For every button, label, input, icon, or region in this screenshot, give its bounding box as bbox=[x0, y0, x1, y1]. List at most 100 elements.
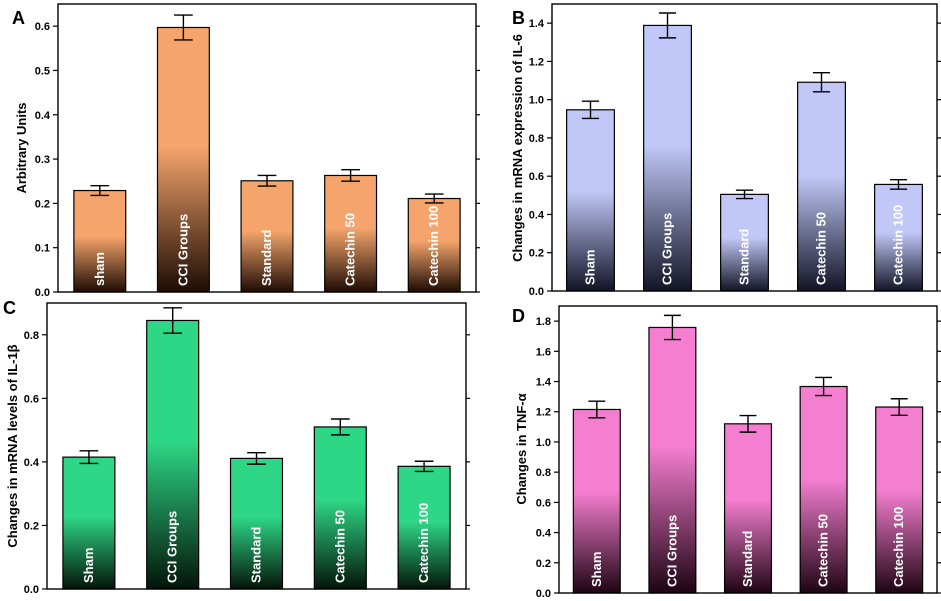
y-tick-label: 0.0 bbox=[24, 584, 39, 596]
bar-category-label: Standard bbox=[259, 230, 274, 286]
plot-frame bbox=[46, 302, 467, 590]
y-tick-label: 1.4 bbox=[536, 377, 552, 389]
y-tick-label: 0.2 bbox=[24, 520, 39, 532]
bar-category-label: Catechin 100 bbox=[416, 503, 431, 583]
bar-2 bbox=[648, 326, 697, 594]
y-tick-label: 0.3 bbox=[35, 154, 50, 166]
plot-frame bbox=[551, 3, 938, 292]
bar-3 bbox=[720, 193, 769, 292]
error-bar-2 bbox=[163, 307, 183, 334]
bar-category-label: CCI Groups bbox=[165, 511, 180, 583]
y-tick-label: 1.2 bbox=[536, 407, 551, 419]
y-tick-label: 0.6 bbox=[536, 497, 551, 509]
y-tick-label: 1.0 bbox=[536, 437, 551, 449]
bar-3 bbox=[240, 180, 294, 293]
y-tick-label: 0.0 bbox=[536, 588, 551, 600]
y-axis-title: Changes in TNF-α bbox=[514, 393, 529, 504]
y-tick-label: 0.4 bbox=[529, 209, 545, 221]
bar-1 bbox=[73, 189, 127, 293]
bar-5 bbox=[397, 465, 451, 590]
chart-panel-b: B Changes in mRNA expression of IL-6 Sham C… bbox=[510, 3, 941, 298]
bar-category-label: Standard bbox=[740, 531, 755, 587]
panel-letter: B bbox=[512, 8, 525, 28]
bar-2 bbox=[146, 319, 200, 590]
y-tick-label: 0.0 bbox=[35, 287, 50, 299]
y-tick-label: 0.4 bbox=[24, 457, 40, 469]
y-tick-label: 0.8 bbox=[529, 133, 544, 145]
bar-category-label: Catechin 50 bbox=[343, 213, 358, 286]
chart-panel-d: D Changes in TNF-α Sham CCI Groups Standard C… bbox=[512, 305, 941, 600]
plot-frame bbox=[558, 305, 938, 594]
error-bar-5 bbox=[890, 398, 908, 417]
y-tick-label: 0.4 bbox=[536, 528, 552, 540]
y-tick-label: 0.8 bbox=[24, 330, 39, 342]
error-bar-2 bbox=[663, 314, 681, 341]
bar-category-label: Catechin 50 bbox=[332, 510, 347, 583]
y-tick-label: 1.0 bbox=[529, 95, 544, 107]
bar-category-label: Sham bbox=[81, 548, 96, 583]
bar-category-label: Catechin 50 bbox=[814, 212, 829, 285]
y-tick-label: 0.6 bbox=[529, 171, 544, 183]
y-tick-label: 0.4 bbox=[35, 110, 51, 122]
error-bar-5 bbox=[889, 178, 908, 190]
error-bar-2 bbox=[174, 14, 193, 41]
bar-3 bbox=[723, 423, 773, 594]
error-bar-4 bbox=[815, 376, 833, 397]
y-tick-label: 0.2 bbox=[35, 198, 50, 210]
y-tick-label: 0.8 bbox=[536, 467, 551, 479]
plot-frame bbox=[57, 3, 477, 293]
y-tick-label: 0.2 bbox=[529, 248, 544, 260]
y-tick-label: 0.0 bbox=[529, 286, 544, 298]
bar-category-label: Catechin 100 bbox=[426, 206, 441, 286]
bar-category-label: Sham bbox=[583, 250, 598, 285]
bar-category-label: Catechin 100 bbox=[891, 205, 906, 285]
y-axis-title: Changes in mRNA expression of IL-6 bbox=[510, 34, 525, 262]
y-tick-label: 0.6 bbox=[24, 393, 39, 405]
y-axis-title: Changes in mRNA levels of IL-1β bbox=[5, 344, 20, 547]
error-bar-5 bbox=[414, 460, 434, 473]
panel-letter: C bbox=[3, 298, 16, 318]
panel-letter: A bbox=[12, 8, 25, 28]
bar-4 bbox=[797, 81, 846, 292]
bar-4 bbox=[313, 426, 367, 590]
error-bar-1 bbox=[588, 400, 606, 419]
bar-2 bbox=[643, 24, 692, 292]
y-tick-label: 0.1 bbox=[35, 243, 50, 255]
bar-1 bbox=[62, 456, 116, 590]
panel-letter: D bbox=[512, 306, 525, 326]
error-bar-4 bbox=[330, 418, 350, 436]
error-bar-4 bbox=[341, 169, 360, 182]
bar-category-label: CCI Groups bbox=[664, 515, 679, 587]
error-bar-5 bbox=[424, 193, 444, 204]
y-tick-label: 1.6 bbox=[536, 346, 551, 358]
error-bar-3 bbox=[247, 451, 266, 465]
error-bar-4 bbox=[812, 71, 831, 93]
error-bar-2 bbox=[658, 12, 677, 39]
y-tick-label: 1.8 bbox=[536, 316, 551, 328]
y-tick-label: 0.6 bbox=[35, 21, 50, 33]
bar-category-label: Catechin 50 bbox=[816, 514, 831, 587]
chart-panel-a: A Arbitrary Units sham CCI Groups Standard Ca… bbox=[12, 3, 480, 299]
bar-category-label: Standard bbox=[249, 527, 264, 583]
error-bar-3 bbox=[735, 189, 754, 200]
bar-category-label: Sham bbox=[589, 552, 604, 587]
bar-category-label: CCI Groups bbox=[660, 213, 675, 285]
y-tick-label: 0.2 bbox=[536, 558, 551, 570]
bar-category-label: sham bbox=[92, 252, 107, 286]
chart-panel-c: C Changes in mRNA levels of IL-1β Sham CCI … bbox=[3, 298, 470, 596]
error-bar-1 bbox=[79, 450, 99, 465]
error-bar-3 bbox=[257, 174, 277, 187]
error-bar-3 bbox=[739, 414, 757, 433]
bar-category-label: Standard bbox=[737, 229, 752, 285]
y-tick-label: 0.5 bbox=[35, 65, 50, 77]
y-axis-title: Arbitrary Units bbox=[14, 102, 29, 193]
error-bar-1 bbox=[581, 100, 600, 120]
y-tick-label: 1.2 bbox=[529, 56, 544, 68]
error-bar-1 bbox=[90, 184, 110, 197]
bar-5 bbox=[874, 183, 923, 292]
bar-category-label: Catechin 100 bbox=[891, 507, 906, 587]
y-tick-label: 1.4 bbox=[529, 18, 545, 30]
bar-category-label: CCI Groups bbox=[175, 214, 190, 286]
bar-3 bbox=[229, 457, 284, 590]
